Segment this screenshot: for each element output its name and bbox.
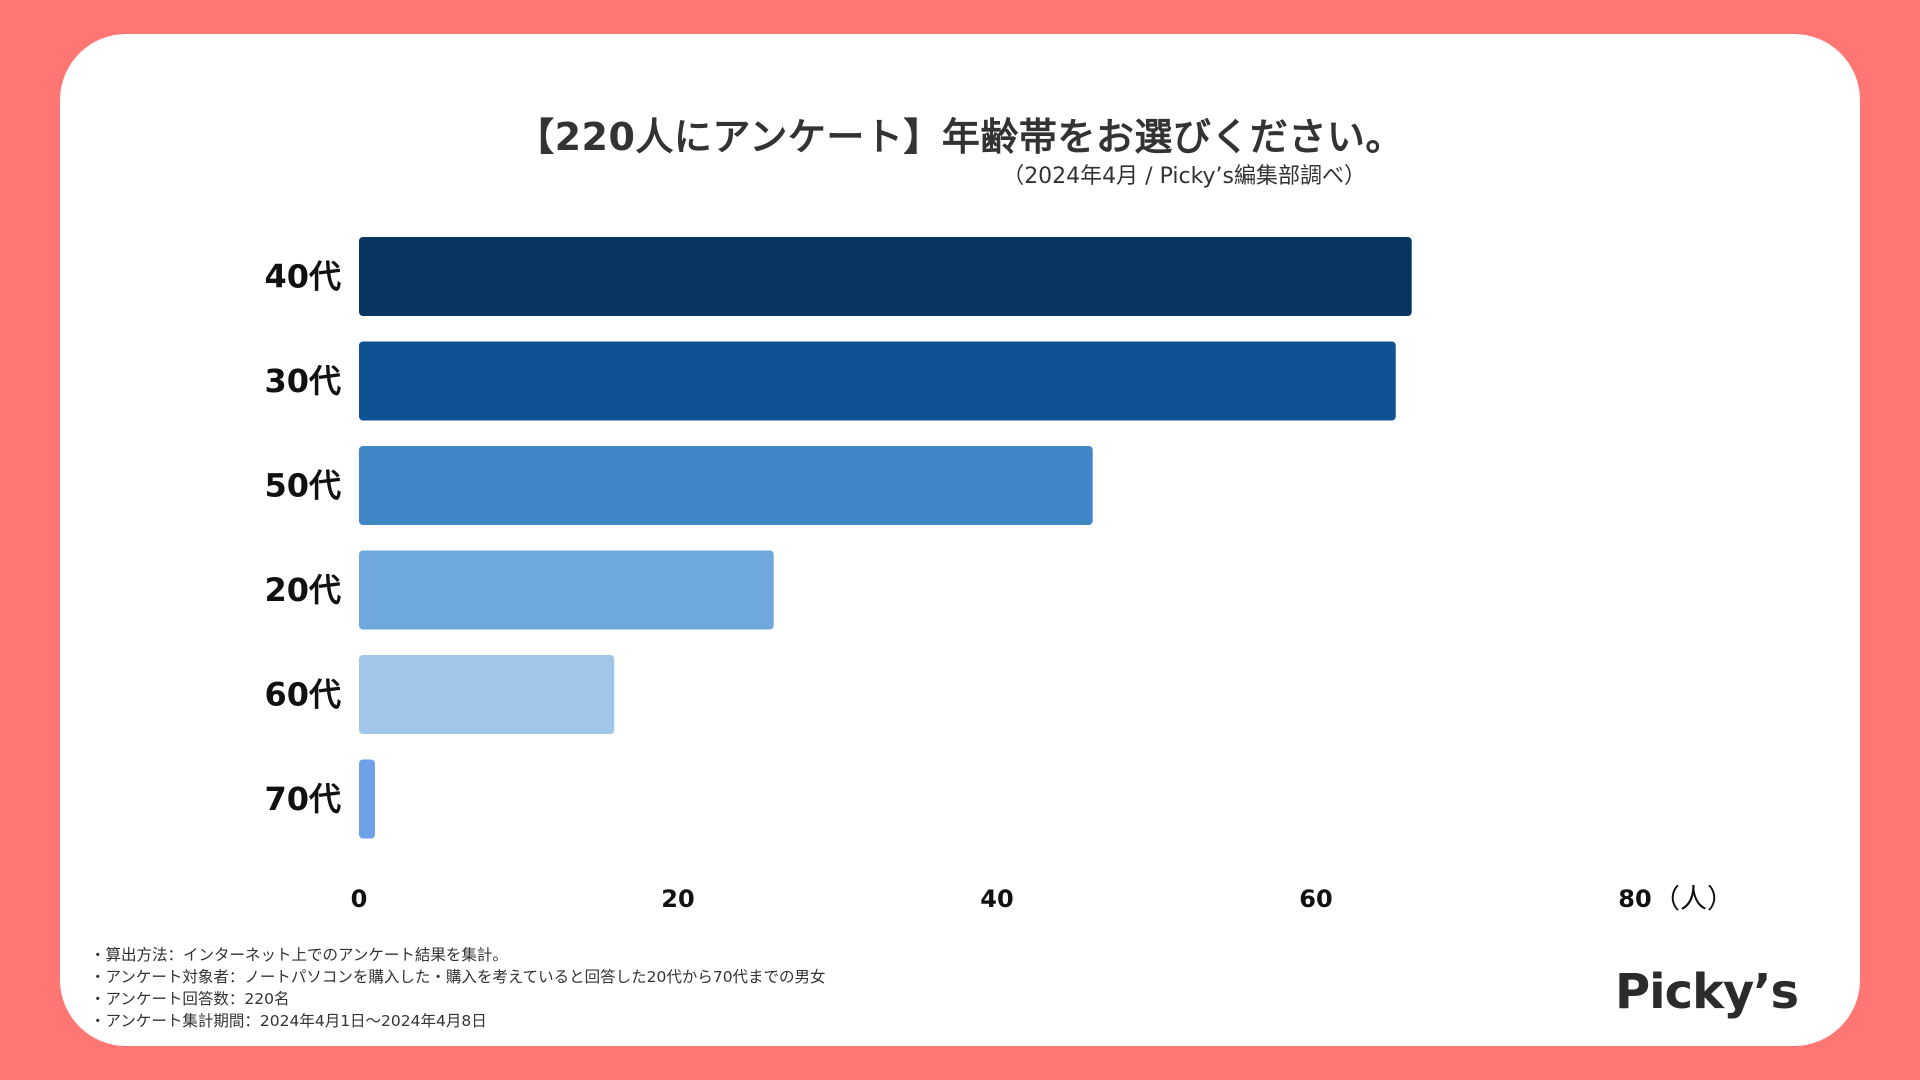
bar-chart: 40代 30代 50代 20代 60代 70代 0 20 40 60 80 （人） <box>264 237 1734 915</box>
bar-60代 <box>359 655 615 734</box>
chart-title: 【220人にアンケート】年齢帯をお選びください。 <box>516 115 1404 159</box>
category-label: 40代 <box>264 258 341 296</box>
bar-70代 <box>359 759 375 839</box>
x-tick-label: 0 <box>351 885 368 913</box>
chart-card: 【220人にアンケート】年齢帯をお選びください。 （2024年4月 / Pick… <box>60 34 1860 1046</box>
x-tick-label: 20 <box>661 885 694 913</box>
x-tick-label: 60 <box>1299 885 1332 913</box>
note-target: ・アンケート対象者：ノートパソコンを購入した・購入を考えていると回答した20代か… <box>90 968 826 986</box>
x-axis-unit: （人） <box>1653 884 1734 915</box>
survey-notes: ・算出方法：インターネット上でのアンケート結果を集計。 ・アンケート対象者：ノー… <box>90 944 826 1032</box>
note-method: ・算出方法：インターネット上でのアンケート結果を集計。 <box>90 946 508 964</box>
category-label: 20代 <box>264 571 341 609</box>
category-label: 30代 <box>264 362 341 400</box>
category-label: 70代 <box>264 780 341 818</box>
bar-50代 <box>359 446 1093 525</box>
category-label: 60代 <box>264 676 341 714</box>
bar-30代 <box>359 341 1396 421</box>
bar-20代 <box>359 550 774 630</box>
bar-40代 <box>359 237 1412 316</box>
note-period: ・アンケート集計期間：2024年4月1日〜2024年4月8日 <box>90 1012 487 1030</box>
x-tick-label: 40 <box>980 885 1013 913</box>
note-respondents: ・アンケート回答数：220名 <box>90 990 290 1008</box>
category-label: 50代 <box>264 467 341 505</box>
pickys-logo: Picky’s <box>1615 964 1799 1020</box>
chart-subtitle: （2024年4月 / Picky’s編集部調べ） <box>1002 164 1366 189</box>
x-tick-label: 80 <box>1618 885 1651 913</box>
